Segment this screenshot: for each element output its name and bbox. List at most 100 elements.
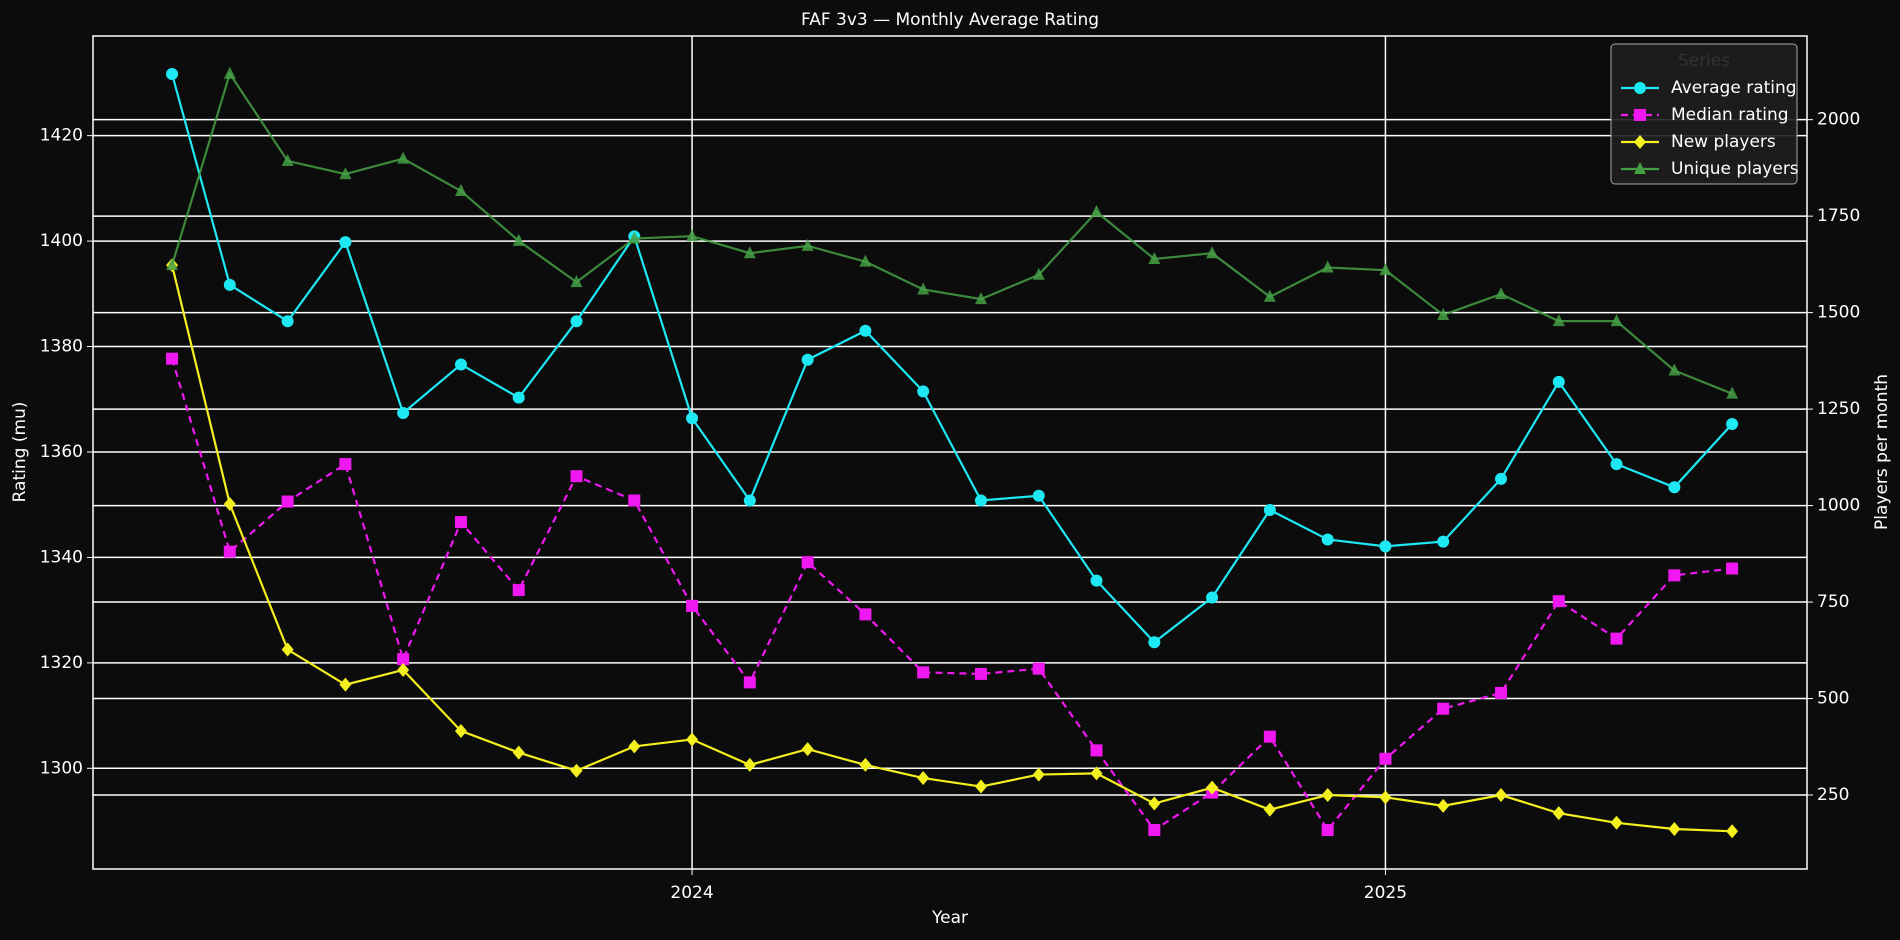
marker <box>974 667 987 680</box>
y2-tick-label: 1500 <box>1817 303 1860 323</box>
marker <box>166 258 179 271</box>
y-tick-label: 1360 <box>40 442 83 462</box>
marker <box>1437 798 1450 813</box>
marker <box>743 494 756 507</box>
marker <box>859 254 872 267</box>
marker <box>512 745 525 760</box>
marker <box>917 282 930 295</box>
marker <box>801 556 814 569</box>
legend-label: Median rating <box>1671 105 1789 125</box>
legend-box <box>1610 43 1798 185</box>
y2-tick-label: 1000 <box>1817 496 1860 516</box>
marker <box>1610 314 1623 327</box>
marker <box>1668 821 1681 836</box>
y2-axis-label: Players per month <box>1872 374 1892 530</box>
marker <box>570 275 583 288</box>
marker <box>917 385 930 398</box>
y-tick-label: 1420 <box>40 126 83 146</box>
marker <box>743 757 756 772</box>
marker <box>1495 788 1508 803</box>
marker <box>1206 780 1219 795</box>
marker <box>743 676 756 689</box>
marker <box>1032 489 1045 502</box>
marker <box>1726 562 1739 575</box>
marker <box>223 278 236 291</box>
marker <box>1090 204 1103 217</box>
y2-tick-label: 750 <box>1817 592 1849 612</box>
marker <box>1379 540 1392 553</box>
marker <box>281 315 294 328</box>
marker <box>512 391 525 404</box>
marker <box>1263 289 1276 302</box>
marker <box>1634 82 1646 94</box>
marker <box>1379 752 1392 765</box>
marker <box>1437 535 1450 548</box>
marker <box>1668 481 1681 494</box>
marker <box>397 151 410 164</box>
marker <box>1148 823 1161 836</box>
marker <box>1206 246 1219 259</box>
marker <box>397 653 410 666</box>
chart-title: FAF 3v3 — Monthly Average Rating <box>801 10 1099 30</box>
marker <box>686 412 699 425</box>
y-tick-label: 1340 <box>40 547 83 567</box>
marker <box>628 739 641 754</box>
marker <box>1726 386 1739 399</box>
marker <box>859 757 872 772</box>
marker <box>1032 767 1045 782</box>
marker <box>974 292 987 305</box>
marker <box>1321 823 1334 836</box>
marker <box>1263 802 1276 817</box>
marker <box>1032 267 1045 280</box>
y-tick-label: 1400 <box>40 231 83 251</box>
marker <box>454 516 467 529</box>
plot-frame <box>92 35 1808 870</box>
marker <box>1634 162 1646 174</box>
marker <box>917 666 930 679</box>
marker <box>339 167 352 180</box>
y-tick-label: 1300 <box>40 758 83 778</box>
marker <box>570 470 583 483</box>
marker <box>1263 503 1276 516</box>
marker <box>1379 263 1392 276</box>
marker <box>859 608 872 621</box>
marker <box>1495 472 1508 485</box>
marker <box>1495 287 1508 300</box>
marker <box>1090 766 1103 781</box>
marker <box>801 353 814 366</box>
marker <box>1032 662 1045 675</box>
marker <box>512 233 525 246</box>
y2-tick-label: 500 <box>1817 689 1849 709</box>
marker <box>1668 569 1681 582</box>
marker <box>339 236 352 249</box>
marker <box>859 324 872 337</box>
x-tick-label: 2024 <box>670 883 713 903</box>
legend-label: Average rating <box>1671 78 1797 98</box>
series-line <box>170 358 1733 832</box>
marker <box>1206 591 1219 604</box>
marker <box>1090 744 1103 757</box>
marker <box>686 229 699 242</box>
marker <box>281 642 294 657</box>
marker <box>1726 824 1739 839</box>
y-tick-label: 1320 <box>40 653 83 673</box>
marker <box>743 246 756 259</box>
marker <box>570 315 583 328</box>
marker <box>281 495 294 508</box>
marker <box>1321 260 1334 273</box>
marker <box>1552 806 1565 821</box>
marker <box>223 66 236 79</box>
marker <box>1552 314 1565 327</box>
marker <box>801 238 814 251</box>
marker <box>974 494 987 507</box>
legend-label: New players <box>1671 132 1776 152</box>
marker <box>454 358 467 371</box>
marker <box>1148 636 1161 649</box>
marker <box>166 352 179 365</box>
series-line <box>170 73 1733 644</box>
marker <box>801 742 814 757</box>
marker <box>1090 574 1103 587</box>
marker <box>1610 458 1623 471</box>
